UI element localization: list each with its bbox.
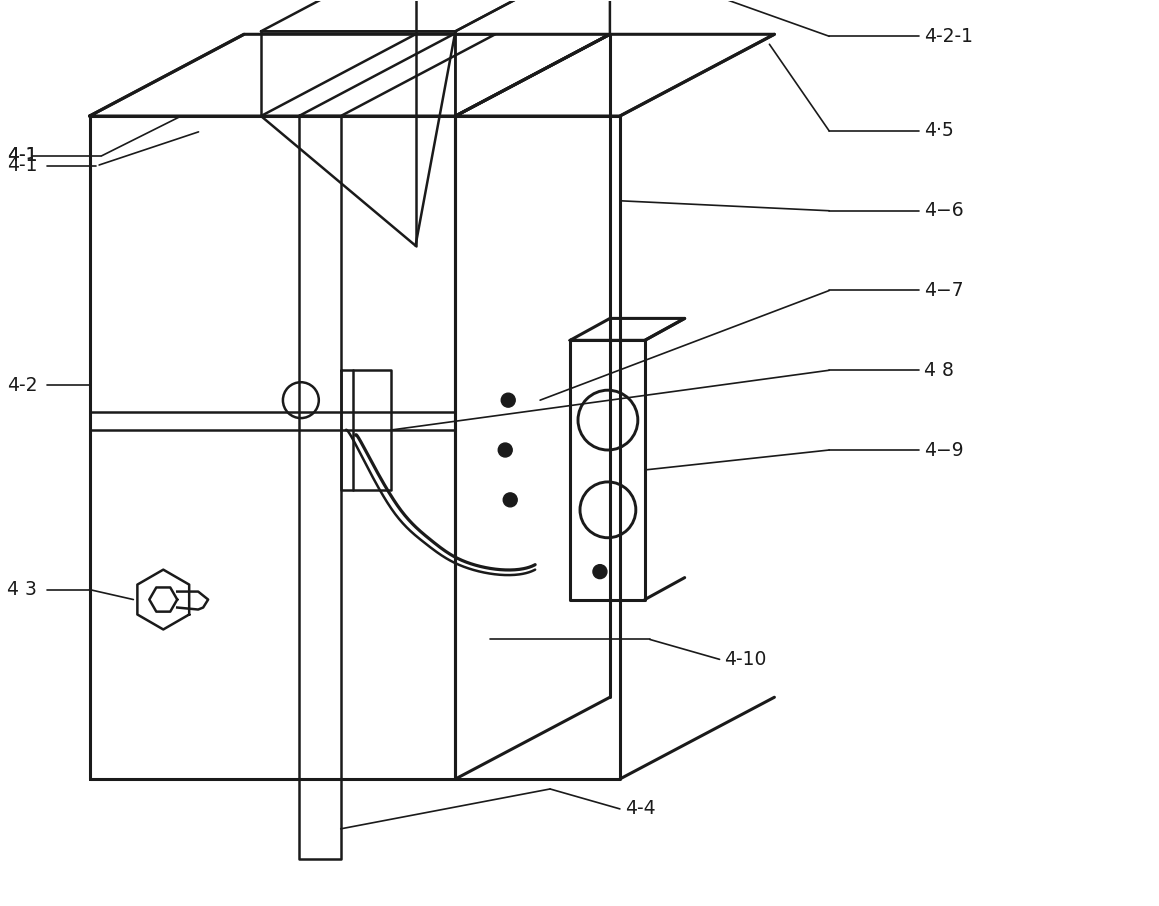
Circle shape <box>498 443 512 457</box>
Text: 4 8: 4 8 <box>924 361 954 380</box>
Text: 4−7: 4−7 <box>924 281 963 300</box>
Text: 4-1: 4-1 <box>7 157 37 176</box>
Circle shape <box>503 493 517 506</box>
Text: 4-1: 4-1 <box>7 147 37 166</box>
Text: 4-2-1: 4-2-1 <box>924 27 972 46</box>
Text: 4-2: 4-2 <box>7 376 37 395</box>
Text: 4−9: 4−9 <box>924 440 963 459</box>
Circle shape <box>501 393 516 407</box>
Text: 4−6: 4−6 <box>924 201 963 220</box>
Text: 4 3: 4 3 <box>7 580 37 599</box>
Circle shape <box>593 564 607 579</box>
Text: 4·5: 4·5 <box>924 121 954 140</box>
Text: 4-4: 4-4 <box>625 799 656 818</box>
Text: 4-10: 4-10 <box>724 650 767 669</box>
Text: 4-1: 4-1 <box>7 147 37 166</box>
